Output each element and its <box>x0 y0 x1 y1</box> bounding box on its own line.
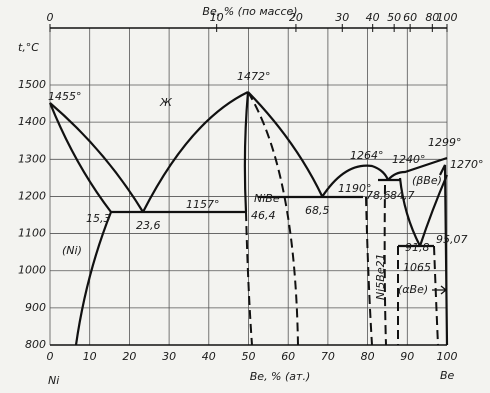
be-boundary <box>439 164 449 346</box>
annotation: (βBe) <box>412 174 442 187</box>
top-tick-label: 50 <box>387 11 401 24</box>
y-tick-label: 1400 <box>18 115 46 128</box>
x-tick-label: 100 <box>437 350 458 363</box>
annotation: 78,6 <box>366 189 391 202</box>
grid <box>49 24 448 346</box>
liquidus <box>387 156 448 181</box>
annotation: Ni5Be21 <box>374 253 387 300</box>
annotations: 1455° Ж 1472° 1157° NiBe 46,4 68,5 15,3 … <box>48 70 484 300</box>
annotation: 68,5 <box>305 204 330 217</box>
arrow <box>432 285 448 295</box>
nibe-boundary <box>247 91 299 346</box>
annotation: (Ni) <box>62 244 82 257</box>
x-left-element: Ni <box>48 374 59 387</box>
top-axis-title: Be, % (по массе) <box>202 5 297 18</box>
top-tick-label: 30 <box>335 11 349 24</box>
annotation: 95,07 <box>436 233 468 246</box>
ni-solidus <box>48 102 112 213</box>
top-tick-label: 60 <box>403 11 417 24</box>
ni-solvus <box>74 211 113 346</box>
liquidus <box>321 164 390 198</box>
alpha-boundary <box>433 245 439 346</box>
x-tick-label: 70 <box>321 350 335 363</box>
annotation: 1455° <box>48 90 82 103</box>
annotation: 1264° <box>350 149 384 162</box>
annotation: 1157° <box>186 198 220 211</box>
y-tick-label: 800 <box>25 338 46 351</box>
x-tick-label: 80 <box>361 350 375 363</box>
x-tick-label: 30 <box>162 350 176 363</box>
annotation: 23,6 <box>136 219 161 232</box>
annotation: 46,4 <box>251 209 276 222</box>
top-tick-label: 0 <box>47 11 54 24</box>
y-tick-label: 1300 <box>18 152 46 165</box>
y-tick-label: 1200 <box>18 189 46 202</box>
annotation: 1065 <box>403 261 431 274</box>
y-tick-label: 1100 <box>18 227 46 240</box>
x-tick-label: 50 <box>242 350 256 363</box>
y-axis-label: t,°C <box>18 41 39 54</box>
top-tick-label: 80 <box>425 11 439 24</box>
annotation: 1299° <box>428 136 462 149</box>
liquidus <box>142 91 249 213</box>
annotation: 1270° <box>450 158 484 171</box>
top-tick-label: 10 <box>210 11 224 24</box>
nibe-boundary <box>245 211 253 346</box>
phase-boundaries <box>48 91 449 346</box>
beta-boundary <box>398 177 421 247</box>
x-tick-label: 0 <box>47 350 54 363</box>
x-right-element: Be <box>440 369 455 382</box>
annotation: (αBe) <box>398 283 428 296</box>
x-tick-label: 60 <box>281 350 295 363</box>
annotation: 84,7 <box>390 189 415 202</box>
annotation: Ж <box>159 96 173 109</box>
x-tick-label: 20 <box>122 350 136 363</box>
epsilon-boundary <box>383 184 387 346</box>
annotation: 91,8 <box>405 241 430 254</box>
annotation: 1240° <box>392 153 426 166</box>
annotation: 1190° <box>338 182 372 195</box>
top-tick-label: 40 <box>366 11 380 24</box>
y-tick-label: 1000 <box>18 264 46 277</box>
y-tick-label: 1500 <box>18 78 46 91</box>
nibe-boundary <box>243 91 250 213</box>
x-axis-label: Be, % (ат.) <box>250 370 310 383</box>
x-tick-label: 90 <box>400 350 414 363</box>
liquidus <box>247 91 323 197</box>
x-tick-label: 10 <box>83 350 97 363</box>
epsilon-boundary <box>365 196 373 346</box>
top-tick-label: 100 <box>437 11 458 24</box>
x-tick-label: 40 <box>202 350 216 363</box>
liquidus <box>49 102 144 213</box>
annotation: NiBe <box>254 192 280 205</box>
y-tick-label: 900 <box>25 301 46 314</box>
annotation: 15,3 <box>86 212 111 225</box>
annotation: 1472° <box>237 70 271 83</box>
top-tick-label: 20 <box>289 11 303 24</box>
